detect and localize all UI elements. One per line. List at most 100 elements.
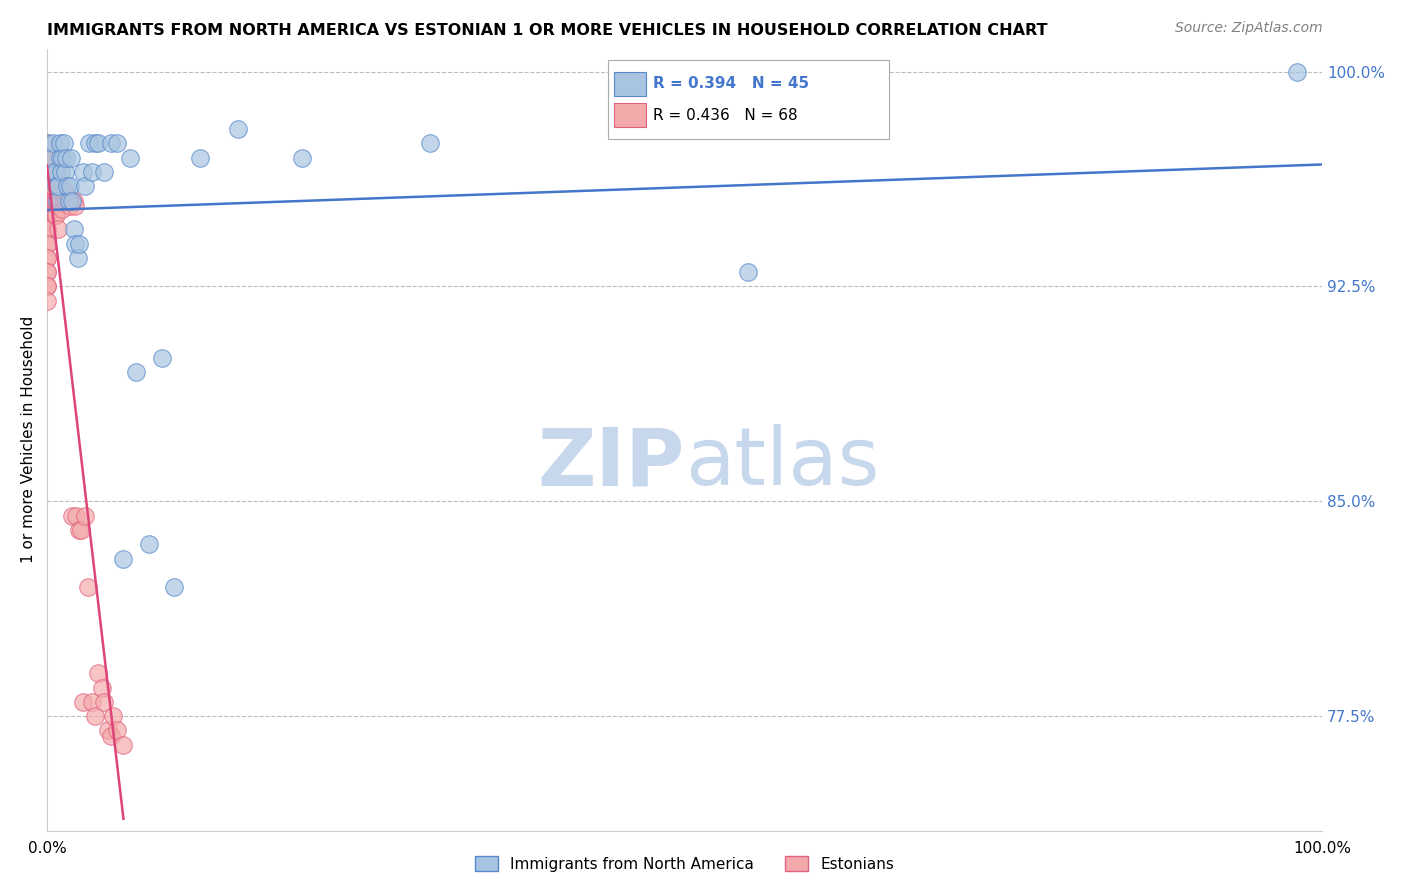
Point [48, 151, 70, 165]
Point [41, 179, 63, 194]
Point [63, 199, 86, 213]
Point [39, 165, 62, 179]
Point [112, 738, 135, 752]
Point [59, 199, 82, 213]
Point [112, 551, 135, 566]
Point [419, 136, 441, 151]
Point [72, 695, 94, 709]
Point [67, 236, 90, 251]
Point [90, 681, 112, 695]
Point [35, 279, 58, 293]
Point [53, 165, 76, 179]
Point [226, 122, 249, 136]
Point [35, 251, 58, 265]
Point [48, 194, 70, 208]
Point [35, 265, 58, 279]
Point [38, 151, 60, 165]
Point [35, 236, 58, 251]
Text: IMMIGRANTS FROM NORTH AMERICA VS ESTONIAN 1 OR MORE VEHICLES IN HOUSEHOLD CORREL: IMMIGRANTS FROM NORTH AMERICA VS ESTONIA… [46, 23, 1047, 37]
Point [35, 179, 58, 194]
Point [35, 194, 58, 208]
Point [75, 179, 97, 194]
Point [75, 508, 97, 523]
Point [44, 194, 66, 208]
Text: ZIP: ZIP [537, 425, 685, 502]
Bar [614, 103, 647, 127]
Point [42, 165, 65, 179]
Point [62, 194, 84, 208]
Point [84, 136, 107, 151]
Text: Source: ZipAtlas.com: Source: ZipAtlas.com [1174, 21, 1322, 35]
Point [100, 729, 122, 743]
Point [35, 136, 58, 151]
Point [58, 191, 80, 205]
Point [80, 165, 103, 179]
Legend: Immigrants from North America, Estonians: Immigrants from North America, Estonians [470, 849, 900, 878]
FancyBboxPatch shape [609, 61, 889, 138]
Point [41, 151, 63, 165]
Point [51, 185, 73, 199]
Point [70, 523, 93, 537]
Point [48, 179, 70, 194]
Point [188, 151, 211, 165]
Point [66, 251, 89, 265]
Point [35, 293, 58, 308]
Point [55, 185, 77, 199]
Point [105, 136, 128, 151]
Point [35, 194, 58, 208]
Point [80, 695, 103, 709]
Point [125, 365, 148, 379]
Point [45, 194, 67, 208]
Point [42, 136, 65, 151]
Point [105, 723, 128, 738]
Point [55, 151, 77, 165]
Point [42, 194, 65, 208]
Text: R = 0.436   N = 68: R = 0.436 N = 68 [652, 108, 797, 123]
Point [49, 194, 72, 208]
Point [35, 222, 58, 236]
Point [39, 151, 62, 165]
Point [44, 165, 66, 179]
Point [35, 265, 58, 279]
Point [84, 709, 107, 723]
Point [62, 194, 84, 208]
Point [93, 695, 115, 709]
Point [60, 151, 83, 165]
Point [62, 222, 84, 236]
Point [52, 136, 75, 151]
Point [97, 723, 120, 738]
Point [93, 165, 115, 179]
Point [45, 208, 67, 222]
Point [35, 208, 58, 222]
Point [39, 194, 62, 208]
Point [77, 136, 100, 151]
Point [56, 194, 79, 208]
Point [35, 222, 58, 236]
Point [48, 194, 70, 208]
Point [76, 580, 98, 594]
Point [35, 179, 58, 194]
Point [46, 194, 69, 208]
Point [118, 151, 141, 165]
Point [59, 179, 82, 194]
Point [51, 202, 73, 216]
Point [87, 666, 110, 681]
Point [35, 151, 58, 165]
Y-axis label: 1 or more Vehicles in Household: 1 or more Vehicles in Household [21, 316, 35, 564]
Point [72, 165, 94, 179]
Bar [614, 72, 647, 95]
Point [45, 179, 67, 194]
Point [1285, 64, 1308, 78]
Point [65, 508, 87, 523]
Point [53, 194, 76, 208]
Point [49, 165, 72, 179]
Point [48, 179, 70, 194]
Text: R = 0.394   N = 45: R = 0.394 N = 45 [652, 77, 808, 91]
Point [42, 179, 65, 194]
Point [35, 165, 58, 179]
Point [67, 523, 90, 537]
Point [35, 136, 58, 151]
Point [103, 709, 125, 723]
Point [35, 236, 58, 251]
Point [35, 208, 58, 222]
